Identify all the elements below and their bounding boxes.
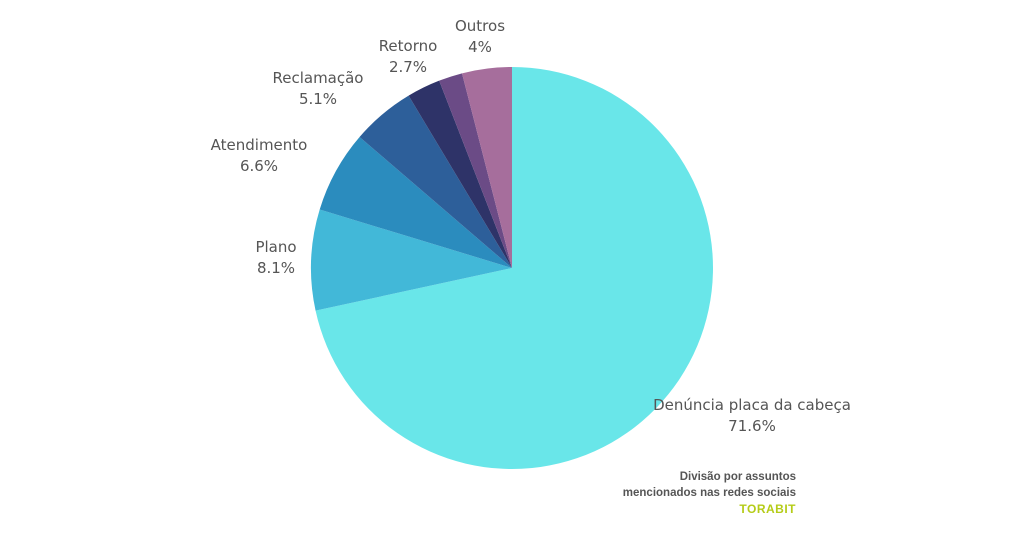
slice-label: Outros: [455, 17, 505, 35]
slice-label: Denúncia placa da cabeça: [653, 396, 851, 414]
brand-logo: TORABIT: [739, 502, 796, 516]
slice-label: Retorno: [379, 37, 438, 55]
pie-slice-plano: [311, 209, 512, 311]
slice-value: 5.1%: [299, 90, 337, 108]
chart-caption: Divisão por assuntos mencionados nas red…: [623, 469, 796, 517]
pie-slice-unlabeled: [439, 73, 512, 268]
slice-label: Atendimento: [211, 136, 308, 154]
pie-slice-outros: [462, 67, 512, 268]
caption-line-2: mencionados nas redes sociais: [622, 487, 796, 499]
slice-value: 4%: [468, 38, 492, 56]
pie-slice-retorno: [408, 80, 512, 268]
slice-value: 8.1%: [257, 259, 295, 277]
slice-value: 71.6%: [728, 417, 776, 435]
pie-slice-atendimento: [319, 136, 512, 268]
caption-line-1: Divisão por assuntos: [679, 471, 796, 483]
slice-label: Reclamação: [272, 69, 363, 87]
pie-slice-den-ncia-placa-da-cabe-a: [315, 67, 713, 469]
pie-slice-reclama-o: [359, 95, 512, 268]
slice-value: 6.6%: [240, 157, 278, 175]
pie-labels: Denúncia placa da cabeça 71.6% Plano 8.1% At…: [211, 17, 851, 435]
slice-label: Plano: [255, 238, 296, 256]
pie-slices: [311, 67, 713, 469]
slice-value: 2.7%: [389, 58, 427, 76]
